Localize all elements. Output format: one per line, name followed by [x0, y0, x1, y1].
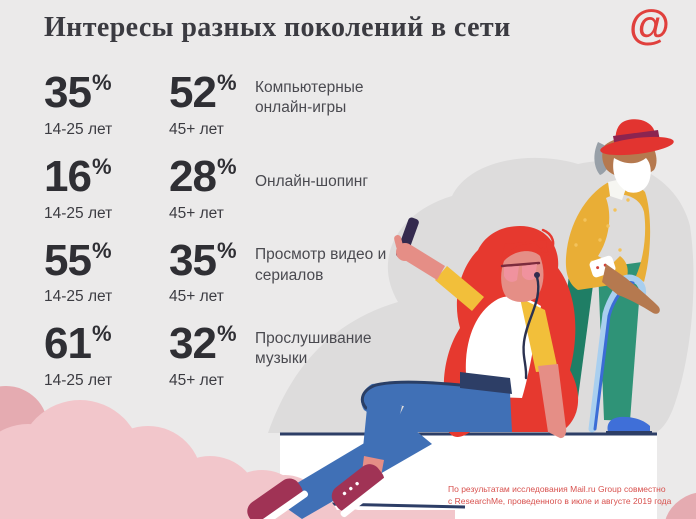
- woman-right-sleeve: [520, 298, 558, 372]
- woman-sunglasses: [500, 261, 541, 282]
- earbud-icon: [534, 272, 540, 278]
- stat-row-video: 55% 14-25 лет 35% 45+ лет Просмотр видео…: [44, 235, 415, 307]
- percent-sign: %: [216, 321, 237, 347]
- stat-category: Просмотр видео и сериалов: [255, 246, 387, 284]
- stat-young: 16% 14-25 лет: [44, 151, 169, 223]
- stat-age-young: 14-25 лет: [44, 372, 113, 390]
- woman-far-sneaker: [247, 478, 309, 519]
- woman-bangs: [500, 240, 548, 264]
- source-footnote: По результатам исследования Mail.ru Grou…: [448, 483, 678, 508]
- stat-value-young: 16%: [44, 151, 112, 201]
- grandfather-sweater: [565, 180, 651, 290]
- stat-value-old: 32%: [169, 319, 237, 369]
- woman-waistband: [460, 372, 512, 394]
- stat-row-music: 61% 14-25 лет 32% 45+ лет Прослушивание …: [44, 319, 415, 390]
- stat-young: 35% 14-25 лет: [44, 68, 169, 139]
- footnote-line: По результатам исследования Mail.ru Grou…: [448, 484, 666, 494]
- footnote-line: с ResearchMe, проведенного в июле и авгу…: [448, 496, 672, 507]
- grandfather-hand: [602, 264, 660, 314]
- woman-upper-arm: [435, 266, 484, 311]
- stat-value-old: 28%: [169, 151, 237, 201]
- stat-age-old: 45+ лет: [169, 204, 224, 222]
- woman-near-sneaker: [331, 464, 390, 518]
- stat-old: 32% 45+ лет: [169, 319, 255, 390]
- percent-sign: %: [216, 153, 237, 179]
- stat-age-young: 14-25 лет: [44, 204, 113, 222]
- woman-shin: [362, 398, 402, 464]
- mailru-at-icon: @: [629, 1, 670, 48]
- grandfather-beard: [613, 158, 651, 193]
- percent-sign: %: [216, 237, 237, 263]
- percent-sign: %: [91, 70, 112, 95]
- woman-top: [465, 296, 541, 398]
- stat-young: 61% 14-25 лет: [44, 319, 169, 390]
- stat-age-old: 45+ лет: [169, 120, 224, 138]
- hair-strand: [541, 228, 555, 256]
- stat-value-old: 35%: [169, 235, 237, 285]
- stat-row-online-games: 35% 14-25 лет 52% 45+ лет Компьютерные о…: [44, 68, 415, 139]
- grandfather-front-shoe: [607, 416, 650, 433]
- stat-value-old: 52%: [169, 68, 237, 117]
- pink-lobe-corner: [664, 492, 696, 519]
- stat-category: Прослушивание музыки: [255, 329, 372, 368]
- stat-category: Онлайн-шопинг: [255, 172, 368, 190]
- woman-thumb: [394, 234, 404, 250]
- stats-grid: 35% 14-25 лет 52% 45+ лет Компьютерные о…: [44, 68, 415, 407]
- grandfather-hat: [600, 119, 674, 156]
- stat-row-online-shopping: 16% 14-25 лет 28% 45+ лет Онлайн-шопинг: [44, 151, 415, 223]
- woman-right-hand: [538, 364, 567, 439]
- stat-age-young: 14-25 лет: [44, 288, 113, 306]
- stat-age-old: 45+ лет: [169, 288, 224, 306]
- stat-age-young: 14-25 лет: [44, 120, 113, 138]
- stat-category: Компьютерные онлайн-игры: [255, 78, 364, 116]
- percent-sign: %: [91, 153, 112, 179]
- young-woman-figure: [247, 217, 579, 519]
- percent-sign: %: [91, 237, 112, 263]
- stat-old: 35% 45+ лет: [169, 235, 255, 307]
- page-title: Интересы разных поколений в сети: [44, 12, 511, 43]
- stat-age-old: 45+ лет: [169, 372, 224, 390]
- stat-value-young: 55%: [44, 235, 112, 285]
- woman-thigh: [361, 381, 512, 432]
- earphone-cord: [522, 275, 540, 380]
- stat-old: 28% 45+ лет: [169, 151, 255, 223]
- percent-sign: %: [91, 321, 112, 347]
- percent-sign: %: [216, 70, 237, 95]
- stat-value-young: 35%: [44, 68, 112, 117]
- stat-old: 52% 45+ лет: [169, 68, 255, 139]
- stat-young: 55% 14-25 лет: [44, 235, 169, 307]
- stat-value-young: 61%: [44, 319, 112, 369]
